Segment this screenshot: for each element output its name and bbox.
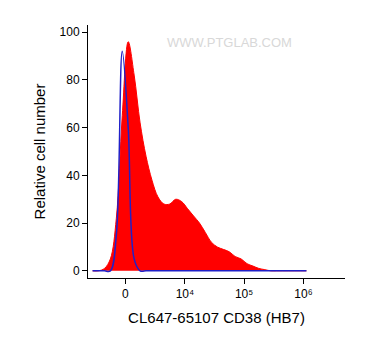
svg-text:80: 80 xyxy=(66,73,80,87)
svg-text:20: 20 xyxy=(66,216,80,230)
svg-text:40: 40 xyxy=(66,169,80,183)
svg-text:WWW.PTGLAB.COM: WWW.PTGLAB.COM xyxy=(167,35,292,50)
svg-text:Relative cell number: Relative cell number xyxy=(31,84,48,220)
svg-text:CL647-65107 CD38 (HB7): CL647-65107 CD38 (HB7) xyxy=(128,309,305,326)
svg-text:10⁵: 10⁵ xyxy=(235,287,253,301)
svg-text:10⁶: 10⁶ xyxy=(294,287,312,301)
svg-text:0: 0 xyxy=(122,287,129,301)
svg-text:10⁴: 10⁴ xyxy=(176,287,195,301)
svg-text:0: 0 xyxy=(73,264,80,278)
svg-text:60: 60 xyxy=(66,121,80,135)
svg-text:100: 100 xyxy=(60,25,80,39)
